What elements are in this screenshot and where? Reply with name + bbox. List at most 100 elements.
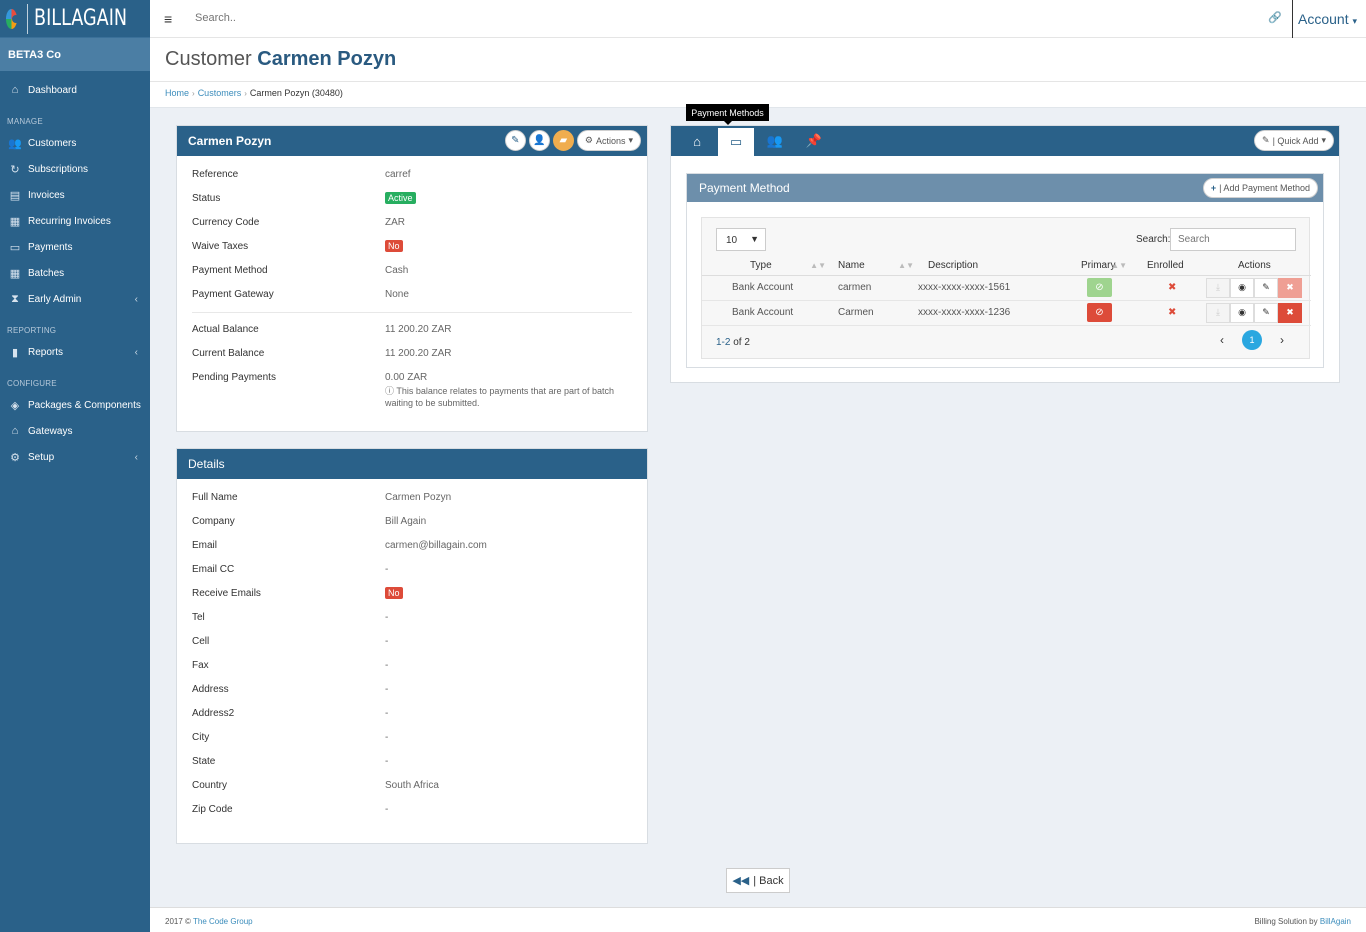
payment-method-table: Type ▲▼ Name ▲▼ Description Primary ▲▼ Enro… — [702, 257, 1311, 326]
sidebar-item-packages[interactable]: ◈ Packages & Components — [0, 392, 150, 418]
status-badge: Active — [385, 192, 416, 204]
sidebar-item-early-admin[interactable]: ⧗ Early Admin ‹ — [0, 286, 150, 312]
search-input[interactable] — [195, 12, 495, 24]
cell-name: Carmen — [830, 300, 918, 326]
account-menu[interactable]: Account ▾ — [1298, 11, 1358, 27]
next-page-icon[interactable]: › — [1280, 333, 1284, 347]
sidebar-item-subscriptions[interactable]: ↻ Subscriptions — [0, 156, 150, 182]
sidebar-item-dashboard[interactable]: ⌂ Dashboard — [0, 77, 150, 103]
page-number[interactable]: 1 — [1242, 330, 1262, 350]
cell-primary: ⊘ — [1081, 300, 1131, 326]
logo[interactable]: BILLAGAIN — [0, 0, 150, 38]
home-icon: ⌂ — [693, 133, 701, 149]
detail-label: Fax — [192, 660, 209, 671]
eye-icon: ◉ — [1238, 282, 1246, 292]
footer-brand-link[interactable]: BillAgain — [1319, 917, 1351, 926]
payment-method-box: Payment Method + | Add Payment Method 10 ▼… — [686, 173, 1324, 368]
pencil-icon: ✎ — [511, 135, 520, 146]
detail-label: State — [192, 756, 216, 767]
sidebar-item-label: Batches — [28, 267, 65, 279]
add-payment-method-button[interactable]: + | Add Payment Method — [1202, 178, 1318, 198]
page-size-select[interactable]: 10 ▼ — [716, 228, 766, 251]
sidebar-item-recurring-invoices[interactable]: ▦ Recurring Invoices — [0, 208, 150, 234]
detail-row: Email CC - — [192, 557, 632, 581]
payment-method-table-wrapper: 10▼ Search: Type▲▼ Name▲▼ Description Pr… — [701, 217, 1311, 359]
sidebar-item-gateways[interactable]: ⌂ Gateways — [0, 418, 150, 444]
clipboard-icon: ▮ — [11, 346, 19, 359]
sidebar-item-customers[interactable]: 👥 Customers — [0, 130, 150, 156]
panel-title: Carmen Pozyn — [188, 134, 272, 148]
details-panel: Details Full Name Carmen Pozyn Company Bill… — [176, 448, 648, 844]
column-header-primary[interactable]: Primary ▲▼ — [1081, 257, 1131, 276]
folder-button[interactable]: ▰ — [552, 130, 574, 151]
sidebar-item-payments[interactable]: ▭ Payments — [0, 234, 150, 260]
tab-pin[interactable]: 📌 — [796, 126, 832, 156]
nav-heading-reporting: REPORTING — [7, 326, 57, 335]
detail-value: - — [385, 660, 389, 671]
sidebar-item-label: Setup — [28, 451, 55, 463]
detail-row: Cell - — [192, 629, 632, 653]
tab-home[interactable]: ⌂ — [679, 126, 715, 156]
sidebar-item-setup[interactable]: ⚙ Setup ‹ — [0, 444, 150, 470]
column-header-description[interactable]: Description — [918, 257, 1081, 276]
tab-contacts[interactable]: 👥 — [757, 126, 793, 156]
tab-payment-methods[interactable]: ▭ — [718, 128, 754, 156]
cell-name: carmen — [830, 275, 918, 301]
back-button[interactable]: ◀◀ | Back — [726, 868, 790, 893]
edit-button[interactable]: ✎ — [1254, 302, 1278, 323]
edit-customer-button[interactable]: ✎ — [504, 130, 526, 151]
detail-row: Zip Code - — [192, 797, 632, 821]
detail-row: Tel - — [192, 605, 632, 629]
table-search-input[interactable] — [1170, 228, 1296, 251]
detail-row: State - — [192, 749, 632, 773]
view-button[interactable]: ◉ — [1230, 277, 1254, 298]
column-header-name[interactable]: Name ▲▼ — [830, 257, 918, 276]
detail-row: Address2 - — [192, 701, 632, 725]
column-header-type[interactable]: Type ▲▼ — [702, 257, 830, 276]
detail-row: Full Name Carmen Pozyn — [192, 485, 632, 509]
sidebar-item-invoices[interactable]: ▤ Invoices — [0, 182, 150, 208]
link-icon[interactable]: 🔗 — [1268, 12, 1282, 24]
detail-value: South Africa — [385, 780, 439, 791]
breadcrumb-customers[interactable]: Customers — [197, 88, 242, 98]
delete-button[interactable]: ✖ — [1278, 302, 1302, 323]
user-action-button[interactable]: 👤 — [528, 130, 550, 151]
chevron-left-icon: ‹ — [134, 451, 138, 463]
field-status: Status Active — [192, 186, 632, 210]
view-button[interactable]: ◉ — [1230, 302, 1254, 323]
sort-icon: ▲▼ — [1111, 261, 1127, 270]
folder-icon: ▰ — [559, 135, 568, 146]
pencil-icon: ✎ — [1262, 282, 1270, 292]
download-button[interactable]: ⤓ — [1206, 277, 1230, 298]
field-payment-method: Payment Method Cash — [192, 265, 409, 276]
breadcrumb-current: Carmen Pozyn (30480) — [249, 88, 343, 98]
sort-icon: ▲▼ — [898, 261, 914, 270]
sidebar-item-reports[interactable]: ▮ Reports ‹ — [0, 339, 150, 365]
breadcrumb-home[interactable]: Home — [165, 88, 190, 98]
quick-add-button[interactable]: ✎ | Quick Add ▾ — [1254, 130, 1334, 151]
edit-button[interactable]: ✎ — [1254, 277, 1278, 298]
gear-icon: ⚙ — [584, 135, 593, 145]
sidebar-item-label: Subscriptions — [28, 163, 89, 175]
payment-method-title: Payment Method — [699, 181, 790, 195]
pagination: ‹ 1 › — [1220, 330, 1284, 350]
field-waive-taxes: Waive Taxes No — [192, 234, 632, 258]
delete-button[interactable]: ✖ — [1278, 277, 1302, 298]
download-button[interactable]: ⤓ — [1206, 302, 1230, 323]
detail-row: Receive Emails No — [192, 581, 632, 605]
field-actual-balance: Actual Balance 11 200.20 ZAR — [192, 324, 452, 335]
table-row[interactable]: Bank Account Carmen xxxx-xxxx-xxxx-1236 ⊘ ✖ ⤓… — [702, 300, 1311, 326]
tags-icon: ◈ — [10, 399, 20, 412]
cell-description: xxxx-xxxx-xxxx-1561 — [918, 275, 1081, 301]
actions-dropdown[interactable]: ⚙ Actions ▾ — [576, 130, 641, 151]
menu-toggle-icon[interactable]: ≡ — [164, 11, 173, 27]
sidebar-item-batches[interactable]: ▦ Batches — [0, 260, 150, 286]
footer-org-link[interactable]: The Code Group — [193, 917, 253, 926]
sort-icon: ▲▼ — [810, 261, 826, 270]
table-row[interactable]: Bank Account carmen xxxx-xxxx-xxxx-1561 ⊘ ✖ ⤓… — [702, 275, 1311, 301]
cell-actions: ⤓ ◉ ✎ ✖ — [1206, 300, 1311, 326]
company-name[interactable]: BETA3 Co — [0, 38, 150, 71]
set-primary-button[interactable]: ⊘ — [1087, 303, 1112, 322]
prev-page-icon[interactable]: ‹ — [1220, 333, 1224, 347]
calendar-icon: ▦ — [9, 215, 21, 228]
